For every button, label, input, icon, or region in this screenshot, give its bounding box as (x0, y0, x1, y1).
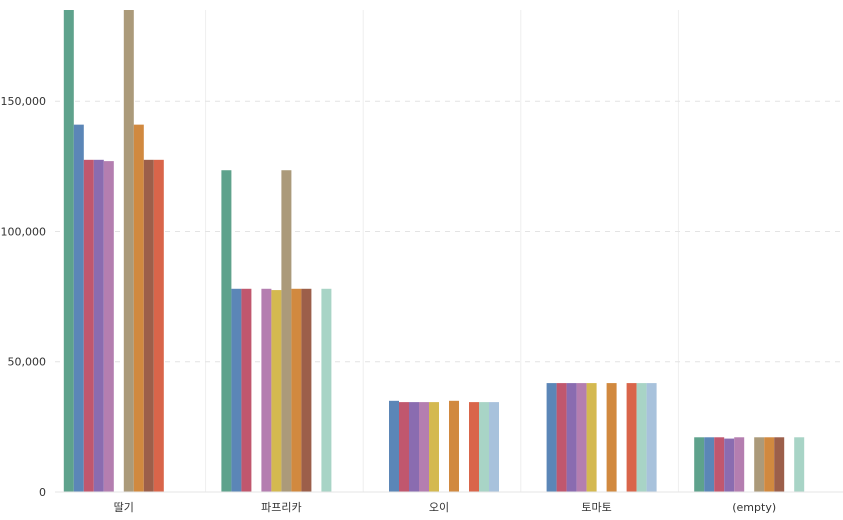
bar (83, 159, 94, 493)
bar (271, 290, 282, 492)
bar (73, 124, 84, 492)
grid-layer (55, 10, 843, 492)
bar (626, 383, 637, 492)
bar (321, 288, 332, 492)
axis-layer: 0 50,000 100,000 150,000 딸기 파프리카 오이 토마토 (empty) (1, 95, 843, 514)
bar (546, 383, 557, 492)
bar (714, 437, 725, 492)
bar (281, 170, 292, 493)
x-tick-label: 딸기 (114, 501, 134, 514)
bar (241, 288, 252, 492)
x-tick-label: 오이 (429, 501, 449, 514)
bar (123, 10, 134, 492)
bar (586, 383, 597, 492)
bar (429, 402, 439, 492)
bar (566, 383, 577, 492)
bars-layer (63, 10, 805, 493)
bar (419, 402, 429, 492)
bar (576, 383, 587, 492)
bar (103, 161, 114, 492)
bar (794, 437, 805, 492)
bar (153, 159, 164, 493)
bar (479, 402, 489, 492)
bar (133, 124, 144, 492)
bar (301, 288, 312, 492)
bar (636, 383, 647, 492)
bar (409, 402, 419, 492)
bar (93, 159, 104, 493)
bar (63, 10, 74, 492)
bar (774, 437, 785, 492)
bar (489, 402, 499, 492)
y-tick-label: 50,000 (8, 356, 47, 369)
bar (606, 383, 617, 492)
bar (231, 288, 242, 492)
y-tick-label: 100,000 (1, 225, 47, 238)
y-tick-label: 150,000 (1, 95, 47, 108)
bar (221, 170, 232, 493)
bar (143, 159, 154, 493)
bar (399, 402, 409, 492)
bar (646, 383, 657, 492)
bar (764, 437, 775, 492)
x-tick-label: 토마토 (581, 501, 611, 514)
bar (724, 438, 735, 492)
x-tick-label: 파프리카 (261, 501, 301, 514)
bar (449, 400, 459, 492)
bar (754, 437, 765, 492)
x-tick-label: (empty) (732, 501, 776, 514)
bar (704, 437, 715, 492)
bar (694, 437, 705, 492)
bar (291, 288, 302, 492)
bar (261, 288, 272, 492)
bar (389, 400, 399, 492)
bar (734, 437, 745, 492)
y-tick-label: 0 (39, 486, 46, 499)
bar (469, 402, 479, 492)
bar (556, 383, 567, 492)
